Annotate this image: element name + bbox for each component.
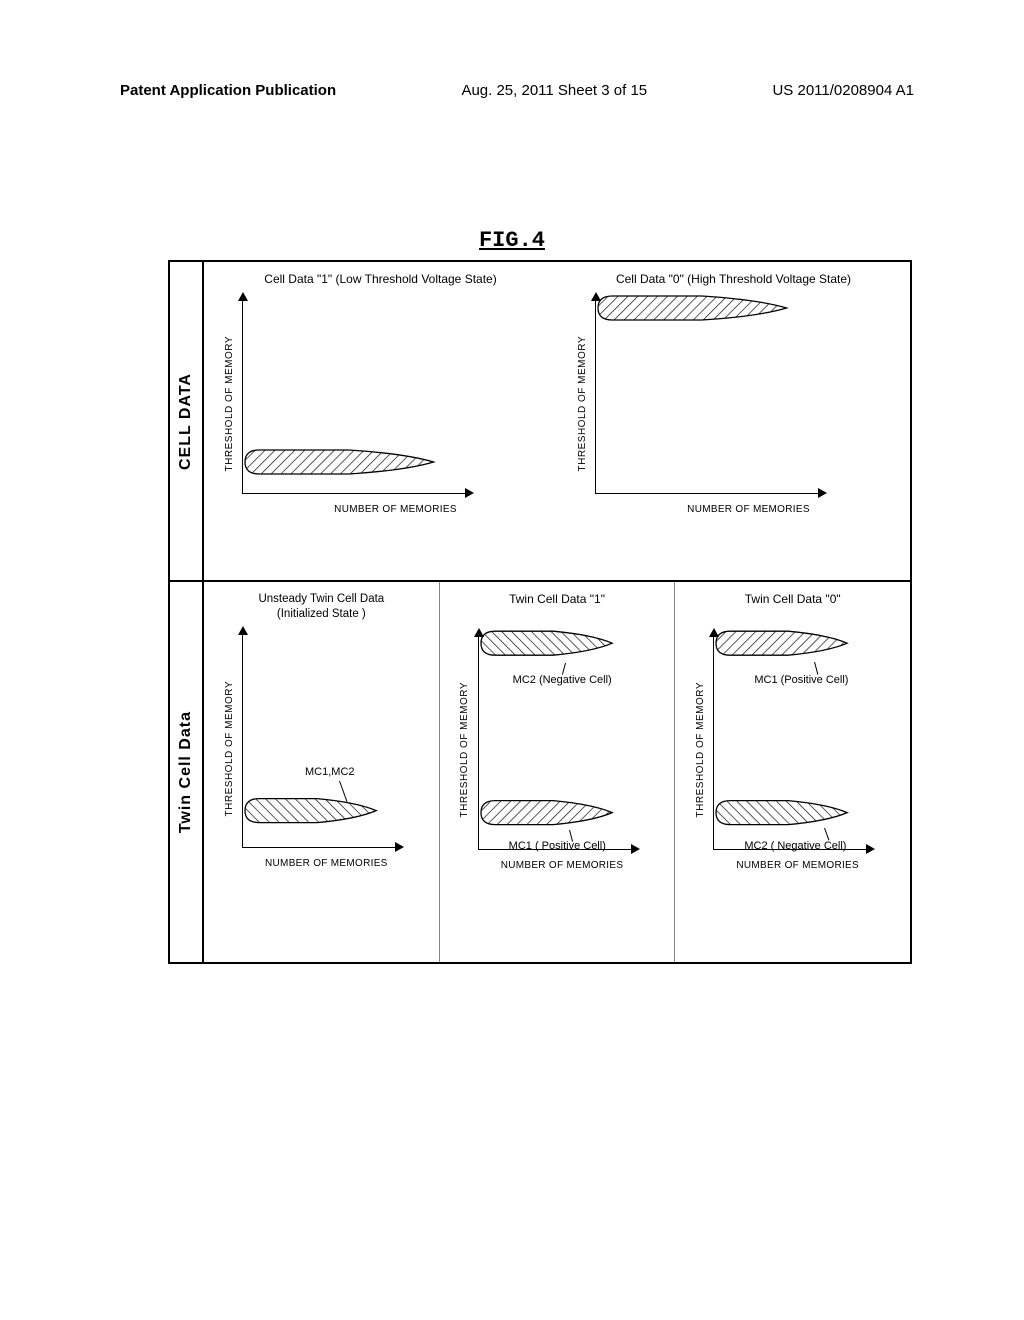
header-right: US 2011/0208904 A1 [772,82,914,99]
panel-twin-1: Twin Cell Data "1" THRESHOLD OF MEMORY M… [439,582,675,962]
figure-container: CELL DATA Cell Data "1" (Low Threshold V… [168,260,912,964]
row-twin-cell-data: Twin Cell Data Unsteady Twin Cell Data (… [170,582,910,962]
distribution-svg [596,294,826,494]
row-label-twin-cell: Twin Cell Data [170,582,204,962]
axes: THRESHOLD OF MEMORY NUMBER OF MEMORIES [242,294,549,515]
panel-title: Twin Cell Data "1" [448,592,667,608]
dist-label-mc2-neg: MC2 ( Negative Cell) [744,840,846,852]
y-axis-label: THRESHOLD OF MEMORY [456,630,474,871]
distribution-svg [479,630,639,850]
x-axis-label: NUMBER OF MEMORIES [242,504,549,515]
distribution-svg [714,630,874,850]
x-axis-label: NUMBER OF MEMORIES [458,860,667,871]
row-label-cell-data-text: CELL DATA [177,373,195,470]
bottom-cells: Unsteady Twin Cell Data (Initialized Sta… [204,582,910,962]
axis-arrow-x-icon [631,844,640,854]
row-label-twin-cell-text: Twin Cell Data [177,711,195,833]
axis-arrow-x-icon [395,842,404,852]
axis-arrow-y-icon [591,292,601,301]
plot-area: MC1 (Positive Cell) MC2 ( Negative Cell) [713,630,873,850]
axis-arrow-y-icon [238,292,248,301]
axis-arrow-y-icon [474,628,484,637]
dist-label-mc1mc2: MC1,MC2 [305,766,355,778]
plot-area [242,294,472,494]
header-center: Aug. 25, 2011 Sheet 3 of 15 [461,82,647,99]
panel-title: Cell Data "1" (Low Threshold Voltage Sta… [212,272,549,288]
y-axis-label: THRESHOLD OF MEMORY [691,630,709,871]
x-axis-label: NUMBER OF MEMORIES [222,858,431,869]
panel-title: Unsteady Twin Cell Data (Initialized Sta… [212,592,431,622]
row-label-cell-data: CELL DATA [170,262,204,580]
y-axis-label: THRESHOLD OF MEMORY [573,294,591,515]
plot-area: MC1,MC2 [242,628,402,848]
axis-arrow-x-icon [818,488,827,498]
figure-title: FIG.4 [0,228,1024,253]
axis-arrow-y-icon [238,626,248,635]
dist-label-mc1-pos: MC1 ( Positive Cell) [509,840,606,852]
panel-cell-data-0: Cell Data "0" (High Threshold Voltage St… [557,262,910,580]
y-axis-label: THRESHOLD OF MEMORY [220,294,238,515]
dist-label-mc2-neg: MC2 (Negative Cell) [513,674,612,686]
panel-unsteady: Unsteady Twin Cell Data (Initialized Sta… [204,582,439,962]
x-axis-label: NUMBER OF MEMORIES [693,860,902,871]
y-axis-label: THRESHOLD OF MEMORY [220,628,238,869]
top-cells: Cell Data "1" (Low Threshold Voltage Sta… [204,262,910,580]
axis-arrow-x-icon [465,488,474,498]
plot-area [595,294,825,494]
panel-title: Cell Data "0" (High Threshold Voltage St… [565,272,902,288]
panel-twin-0: Twin Cell Data "0" THRESHOLD OF MEMORY M… [674,582,910,962]
page-header: Patent Application Publication Aug. 25, … [0,82,1024,99]
panel-title: Twin Cell Data "0" [683,592,902,608]
header-left: Patent Application Publication [120,82,336,99]
distribution-svg [243,628,403,848]
distribution-svg [243,294,473,494]
axis-arrow-y-icon [709,628,719,637]
dist-label-mc1-pos: MC1 (Positive Cell) [754,674,848,686]
x-axis-label: NUMBER OF MEMORIES [595,504,902,515]
plot-area: MC2 (Negative Cell) MC1 ( Positive Cell) [478,630,638,850]
panel-cell-data-1: Cell Data "1" (Low Threshold Voltage Sta… [204,262,557,580]
axes: THRESHOLD OF MEMORY MC1,MC2 NUMBER OF ME… [242,628,431,869]
axes: THRESHOLD OF MEMORY NUMBER OF MEMORIES [595,294,902,515]
axis-arrow-x-icon [866,844,875,854]
row-cell-data: CELL DATA Cell Data "1" (Low Threshold V… [170,262,910,582]
axes: THRESHOLD OF MEMORY MC2 (Negative Cell) … [478,630,667,871]
axes: THRESHOLD OF MEMORY MC1 (Positive Cell) … [713,630,902,871]
